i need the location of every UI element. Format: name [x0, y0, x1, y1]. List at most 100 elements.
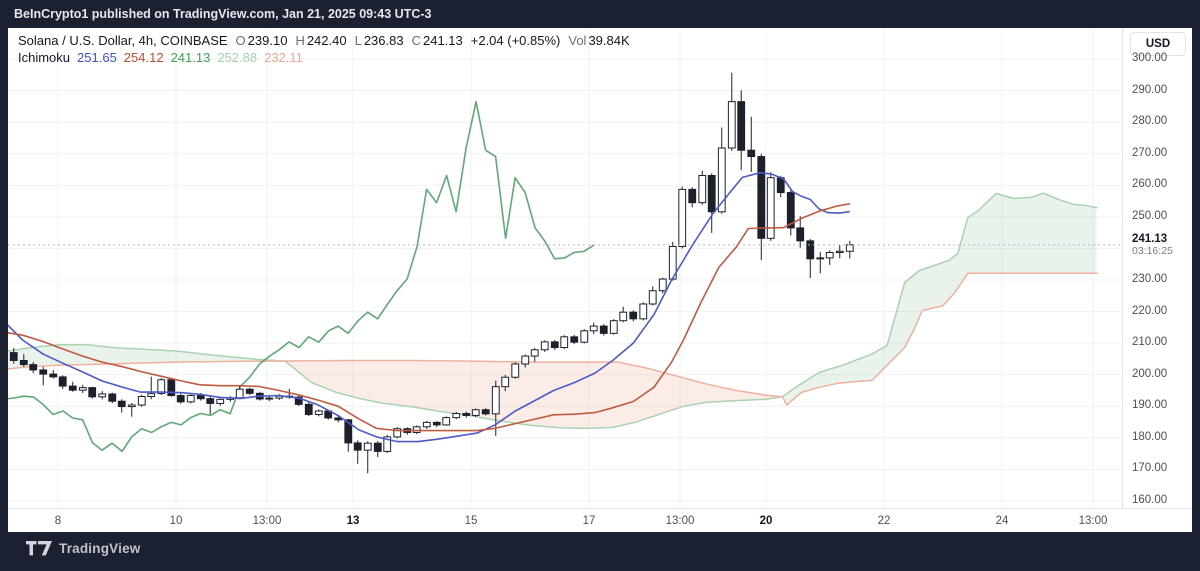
price-scale-label: 230.00	[1132, 272, 1168, 285]
candle-up	[501, 376, 510, 388]
price-change: +2.04 (+0.85%)	[470, 33, 561, 48]
candlestick-chart[interactable]	[8, 28, 1122, 508]
kumo-cloud-green	[8, 344, 283, 370]
symbol-header: Solana / U.S. Dollar, 4h, COINBASE O 239.…	[18, 33, 630, 48]
time-scale-label: 15	[464, 515, 478, 527]
indicator-legend: Ichimoku 251.65 254.12 241.13 252.88 232.11	[18, 50, 303, 65]
candle-down	[747, 149, 756, 158]
candle-up	[412, 426, 421, 433]
symbol-title: Solana / U.S. Dollar, 4h, COINBASE	[18, 33, 228, 48]
candle-down	[294, 396, 303, 405]
candle-down	[570, 336, 579, 343]
candle-down	[58, 376, 67, 387]
price-scale-label: 170.00	[1132, 462, 1168, 475]
candle-down	[117, 400, 126, 408]
kumo-cloud-green	[784, 193, 1097, 405]
candle-up	[609, 320, 618, 334]
price-scale-label: 300.00	[1132, 52, 1168, 64]
candle-up	[127, 404, 136, 408]
price-scale-label: 260.00	[1132, 178, 1168, 191]
candle-down	[776, 177, 785, 194]
candle-up	[98, 393, 107, 398]
candle-up	[186, 395, 195, 403]
candle-down	[707, 174, 716, 213]
indicator-name[interactable]: Ichimoku	[18, 50, 71, 65]
senkou-b-line	[8, 272, 1098, 406]
candle-up	[452, 413, 461, 419]
candle-down	[304, 403, 313, 415]
time-scale-label: 13:00	[1078, 515, 1108, 527]
candle-up	[471, 409, 480, 416]
publish-banner-text: BeInCrypto1 published on TradingView.com…	[14, 7, 432, 21]
price-scale-label: 250.00	[1132, 209, 1168, 222]
candle-up	[648, 290, 657, 305]
candle-up	[816, 257, 825, 260]
ohlc-item: H 242.40	[295, 33, 347, 48]
ichimoku-value: 251.65	[77, 50, 117, 65]
candle-up	[216, 398, 225, 404]
time-axis[interactable]: 8 10 13:00 13 15 17 13:00 20 22 24 13:00	[8, 508, 1192, 532]
candle-down	[39, 369, 48, 375]
candle-up	[147, 393, 156, 397]
candle-down	[19, 359, 28, 366]
candle-down	[481, 409, 490, 415]
candle-up	[639, 303, 648, 320]
candle-up	[678, 188, 687, 248]
ohlc-item: C 241.13	[411, 33, 463, 48]
candle-up	[766, 177, 775, 239]
candle-up	[825, 252, 834, 259]
candle-down	[462, 413, 471, 416]
ichimoku-values: 251.65 254.12 241.13 252.88 232.11	[77, 50, 303, 65]
candle-down	[757, 156, 766, 239]
candle-up	[422, 421, 431, 428]
kijun-sen-line	[8, 203, 850, 432]
usd-button[interactable]: USD	[1130, 32, 1186, 56]
candle-up	[698, 174, 707, 204]
candle-down	[550, 341, 559, 349]
candle-down	[68, 385, 77, 391]
kumo-cloud-red	[284, 360, 783, 429]
candle-down	[373, 442, 382, 452]
price-scale-label: 200.00	[1132, 367, 1168, 380]
candle-up	[658, 278, 667, 292]
candle-down	[786, 192, 795, 229]
candle-down	[688, 188, 697, 204]
candle-up	[511, 363, 520, 378]
price-axis[interactable]: USD 300.00 290.00 280.00 270.00 260.00 250.00…	[1122, 28, 1192, 508]
candle-up	[78, 387, 87, 391]
bar-countdown: 03:16:25	[1132, 244, 1173, 257]
candle-up	[540, 341, 549, 351]
candle-down	[245, 388, 254, 394]
time-scale-label: 22	[877, 515, 891, 527]
candle-up	[580, 330, 589, 343]
candle-down	[9, 352, 18, 361]
time-scale-label: 17	[582, 515, 596, 527]
candle-up	[619, 311, 628, 322]
chart-panel: Solana / U.S. Dollar, 4h, COINBASE O 239.…	[8, 28, 1192, 532]
candle-up	[393, 428, 402, 438]
tradingview-brand: TradingView	[59, 541, 141, 556]
candle-up	[491, 386, 500, 415]
volume: Vol 39.84K	[568, 33, 629, 48]
candle-up	[363, 442, 372, 451]
time-scale-label: 13	[346, 515, 360, 527]
candle-up	[727, 101, 736, 149]
candle-down	[737, 101, 746, 151]
candle-down	[49, 373, 58, 378]
candle-down	[806, 240, 815, 260]
time-scale-label: 24	[995, 515, 1009, 527]
time-scale-label: 13:00	[665, 515, 695, 527]
publish-banner: BeInCrypto1 published on TradingView.com…	[0, 0, 1200, 28]
candle-down	[353, 442, 362, 451]
candle-down	[432, 421, 441, 426]
ohlc-item: O 239.10	[235, 33, 288, 48]
candle-down	[167, 379, 176, 397]
ohlc-values: O 239.10 H 242.40 L 236.83 C 241.13	[236, 33, 463, 48]
candle-down	[206, 398, 215, 404]
candle-up	[157, 379, 166, 395]
footer-branding[interactable]: TradingView	[26, 541, 140, 556]
candle-down	[629, 311, 638, 320]
candle-up	[235, 388, 244, 399]
candle-up	[265, 397, 274, 400]
